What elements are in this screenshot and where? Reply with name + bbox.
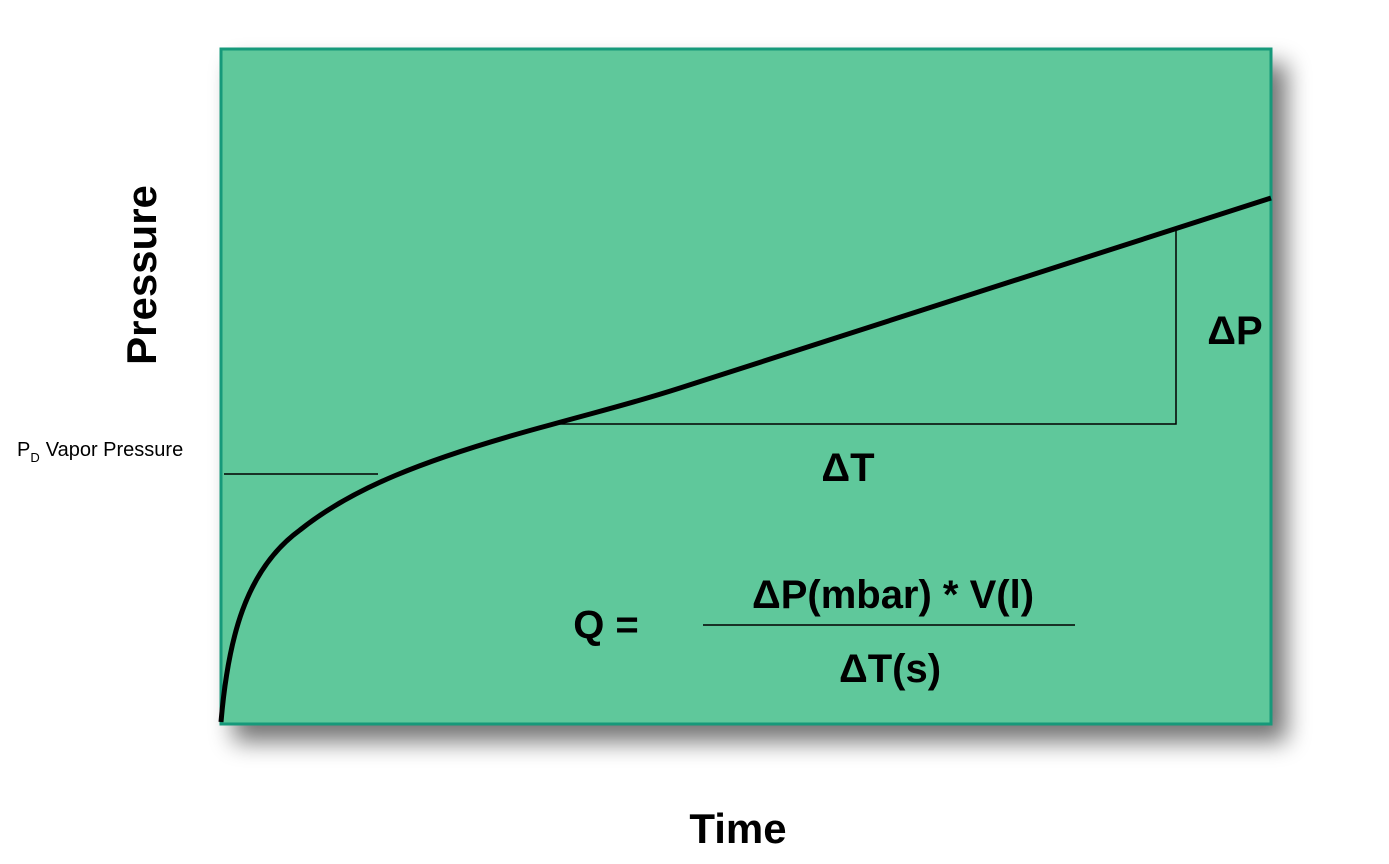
x-axis-label: Time <box>689 805 786 852</box>
pressure-curve <box>218 195 1272 723</box>
label: Vapor Pressure <box>46 439 183 461</box>
symbol: P <box>17 439 30 461</box>
slope-triangle <box>551 228 1177 425</box>
plot-area <box>219 47 1273 726</box>
formula-numerator: ΔP(mbar) * V(l) <box>752 573 1034 617</box>
formula-lhs: Q = <box>573 603 639 647</box>
delta-t: ΔT <box>821 446 874 490</box>
formula-denominator: ΔT(s) <box>839 647 941 691</box>
delta-p: ΔP <box>1207 309 1262 353</box>
subscript: D <box>30 450 39 465</box>
vapor-pressure-label: PD Vapor Pressure <box>17 439 183 465</box>
y-axis-label: Pressure <box>118 185 165 365</box>
